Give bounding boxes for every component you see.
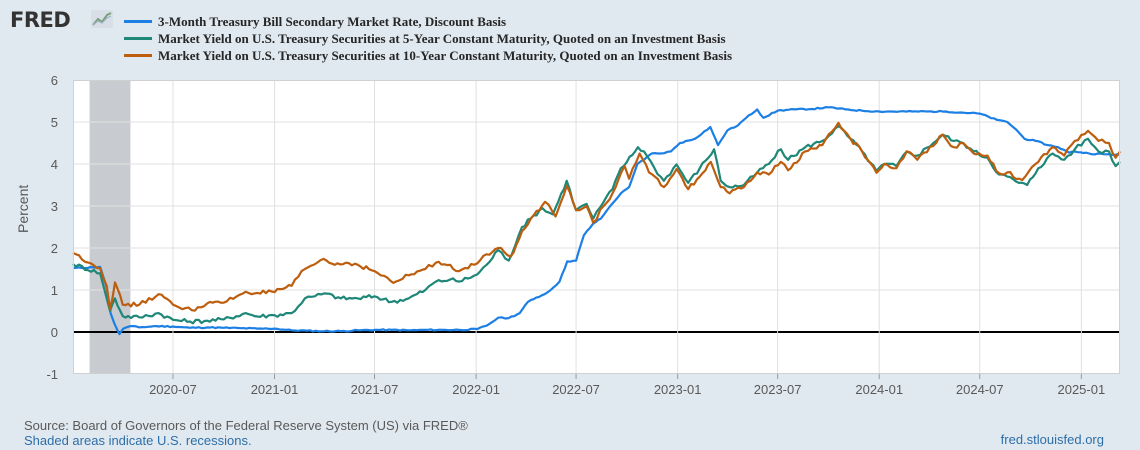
legend-swatch-3-month (124, 20, 152, 23)
legend-label-10-year: Market Yield on U.S. Treasury Securities… (158, 47, 733, 63)
y-tick-label-2: 1 (51, 283, 58, 298)
legend-label-5-year: Market Yield on U.S. Treasury Securities… (158, 30, 726, 46)
series-line-10-year (72, 121, 1121, 312)
x-tick-label-1: 2021-01 (251, 382, 299, 397)
series-line-3-month (72, 105, 1121, 336)
y-tick-label-6: 5 (51, 115, 58, 130)
chart-area[interactable]: -1 0 1 2 3 4 5 6 2020-07 2021-01 2021-07 2022-01 202… (0, 0, 1140, 410)
trend-line-icon (91, 10, 113, 28)
legend-swatch-5-year (124, 37, 152, 40)
recession-shading (89, 80, 131, 374)
x-tick-label-6: 2023-07 (754, 382, 802, 397)
x-tick-label-5: 2023-01 (654, 382, 702, 397)
x-tick-label-0: 2020-07 (149, 382, 197, 397)
y-tick-label-0: -1 (46, 367, 58, 382)
y-tick-label-3: 2 (51, 241, 58, 256)
y-tick-label-4: 3 (51, 199, 58, 214)
x-tick-label-2: 2021-07 (351, 382, 399, 397)
y-tick-label-5: 4 (51, 157, 58, 172)
legend-item-5-year[interactable]: Market Yield on U.S. Treasury Securities… (124, 30, 732, 47)
y-tick-label-1: 0 (51, 325, 58, 340)
legend-item-10-year[interactable]: Market Yield on U.S. Treasury Securities… (124, 47, 732, 64)
y-tick-label-7: 6 (51, 73, 58, 88)
recession-note-link[interactable]: Shaded areas indicate U.S. recessions. (24, 433, 252, 448)
fred-url-link[interactable]: fred.stlouisfed.org (1000, 432, 1104, 447)
x-tick-label-9: 2025-01 (1057, 382, 1105, 397)
plot-border (73, 80, 1120, 374)
source-text: Source: Board of Governors of the Federa… (24, 418, 468, 433)
x-tick-label-4: 2022-07 (552, 382, 600, 397)
fred-logo[interactable]: FRED (10, 8, 71, 32)
legend-label-3-month: 3-Month Treasury Bill Secondary Market R… (158, 13, 507, 29)
x-tick-label-7: 2024-01 (855, 382, 903, 397)
x-tick-label-8: 2024-07 (956, 382, 1004, 397)
footer-source: Source: Board of Governors of the Federa… (24, 418, 468, 448)
chart-legend: 3-Month Treasury Bill Secondary Market R… (124, 13, 732, 64)
x-tick-label-3: 2022-01 (452, 382, 500, 397)
plot-background (73, 80, 1120, 374)
legend-swatch-10-year (124, 54, 152, 57)
legend-item-3-month[interactable]: 3-Month Treasury Bill Secondary Market R… (124, 13, 732, 30)
